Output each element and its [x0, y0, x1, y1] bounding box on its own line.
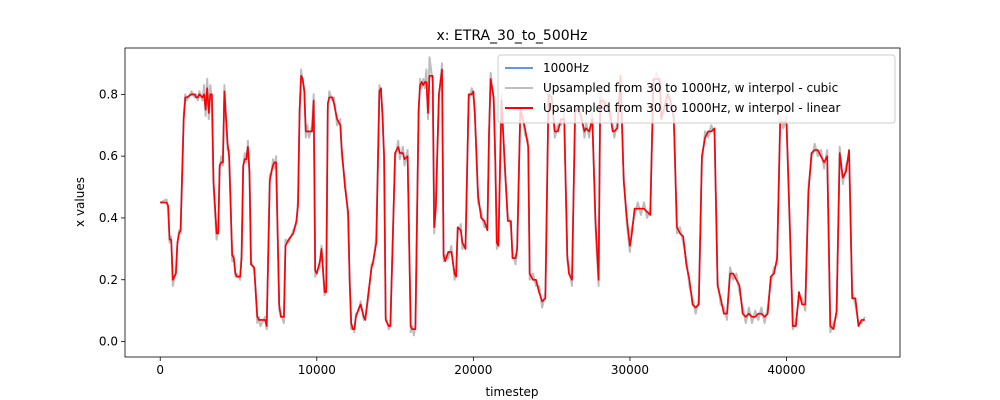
x-axis: 0 10000 20000 30000 40000: [156, 357, 806, 377]
y-tick-label: 0.8: [99, 87, 118, 101]
legend-box: [497, 54, 896, 124]
x-tick-label: 30000: [611, 363, 649, 377]
y-axis-label: x values: [73, 177, 87, 227]
x-tick-label: 40000: [767, 363, 805, 377]
legend-label-1000hz: 1000Hz: [543, 61, 589, 75]
y-tick-label: 0.0: [99, 335, 118, 349]
y-axis: 0.0 0.2 0.4 0.6 0.8: [99, 87, 125, 349]
legend: 1000Hz Upsampled from 30 to 1000Hz, w in…: [497, 54, 896, 124]
legend-label-linear: Upsampled from 30 to 1000Hz, w interpol …: [543, 101, 840, 115]
x-tick-label: 10000: [298, 363, 336, 377]
axes-frame: [124, 47, 901, 358]
y-tick-label: 0.4: [99, 211, 118, 225]
y-tick-label: 0.2: [99, 273, 118, 287]
legend-label-cubic: Upsampled from 30 to 1000Hz, w interpol …: [543, 81, 838, 95]
series-line-linear: [160, 68, 865, 330]
y-tick-label: 0.6: [99, 149, 118, 163]
x-tick-label: 0: [156, 363, 164, 377]
x-tick-label: 20000: [454, 363, 492, 377]
chart-title: x: ETRA_30_to_500Hz: [436, 28, 587, 44]
plot-area: [159, 56, 866, 337]
x-axis-label: timestep: [485, 385, 538, 399]
